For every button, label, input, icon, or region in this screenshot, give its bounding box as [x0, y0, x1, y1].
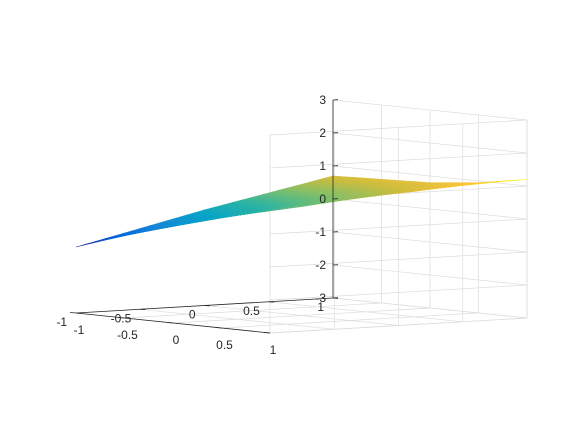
floor-grid-line [268, 301, 463, 323]
z-tick-label: 0 [319, 192, 326, 206]
surface [75, 175, 528, 248]
wall-grid-line [332, 132, 528, 154]
surface-facet [75, 242, 93, 248]
wall-grid-line [332, 264, 528, 286]
floor-grid-line [140, 308, 335, 330]
wall-grid-line [332, 165, 528, 187]
y-tick-label: -1 [56, 315, 67, 329]
wall-grid-line [269, 284, 528, 301]
wall-grid-line [269, 218, 528, 235]
x-tick-mark [166, 322, 174, 324]
x-tick-label: -1 [74, 323, 85, 337]
z-tick-label: 2 [319, 126, 326, 140]
z-tick-label: -2 [315, 258, 326, 272]
x-tick-mark [263, 332, 271, 334]
y-tick-label: -0.5 [111, 311, 132, 325]
x-tick-mark [69, 312, 77, 314]
wall-grid-line [269, 119, 528, 136]
wall-grid-line [332, 198, 528, 220]
y-tick-label: 0 [189, 308, 196, 322]
x-tick-label: 0.5 [216, 338, 233, 352]
axes [69, 99, 339, 334]
wall-grid-line [269, 152, 528, 169]
tick-labels: -3 -2 -1 0 1 2 3 -1 -0.5 0 0.5 1 -1 -0.5 0 0.5 1 [56, 93, 326, 357]
wall-grid-line [269, 251, 528, 268]
wall-grid-line [269, 317, 528, 334]
z-tick-label: -1 [315, 225, 326, 239]
y-tick-label: 1 [317, 300, 324, 314]
wall-grid-line [332, 231, 528, 253]
x-tick-label: 0 [173, 333, 180, 347]
z-tick-label: 3 [319, 93, 326, 107]
floor-grid-line [204, 305, 399, 326]
y-tick-label: 0.5 [243, 304, 260, 318]
wall-grid-line [332, 99, 528, 121]
x-tick-mark [118, 317, 125, 319]
z-tick-label: 1 [319, 159, 326, 173]
grid-lines [75, 99, 528, 334]
x-tick-label: 1 [270, 343, 277, 357]
wall-grid-line [332, 297, 528, 319]
x-tick-mark [215, 327, 222, 329]
z-tick-label: -3 [315, 291, 326, 305]
x-tick-label: -0.5 [117, 328, 138, 342]
